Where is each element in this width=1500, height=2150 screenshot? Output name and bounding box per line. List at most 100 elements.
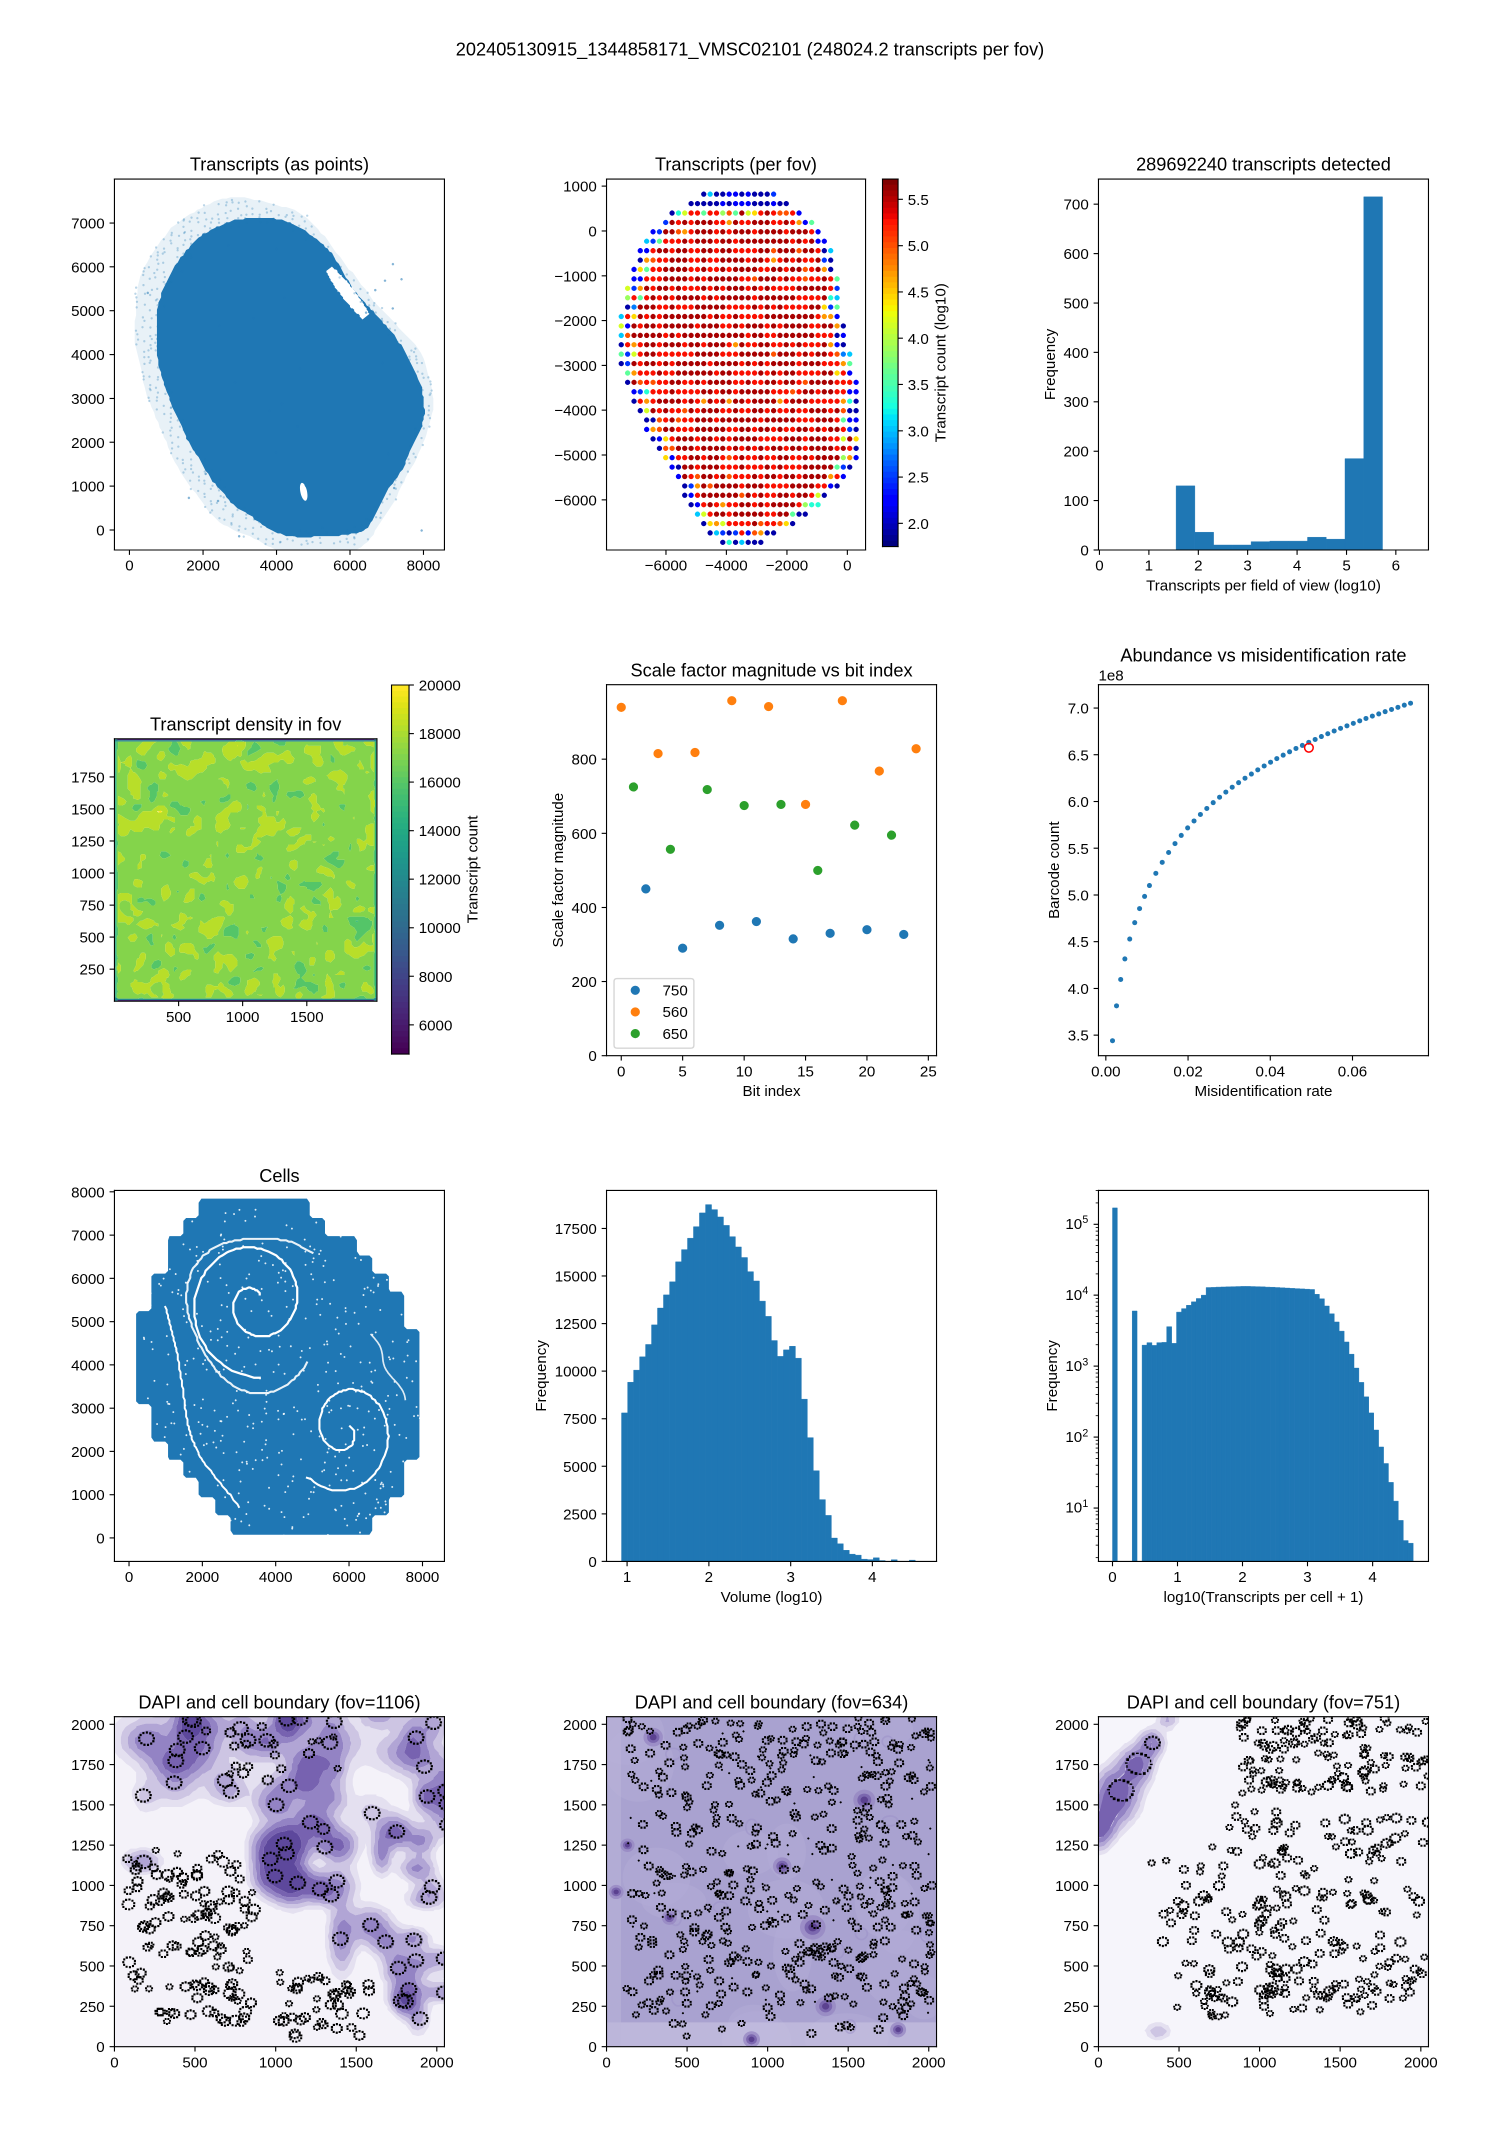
svg-text:−1000: −1000 <box>554 268 596 285</box>
svg-text:2000: 2000 <box>1404 2054 1438 2071</box>
svg-text:4.0: 4.0 <box>1068 981 1089 998</box>
svg-text:1500: 1500 <box>1055 1797 1089 1814</box>
svg-text:1500: 1500 <box>71 801 105 818</box>
svg-text:−4000: −4000 <box>554 403 596 420</box>
svg-text:Abundance vs misidentification: Abundance vs misidentification rate <box>1120 645 1406 665</box>
svg-text:DAPI and cell boundary (fov=63: DAPI and cell boundary (fov=634) <box>635 1692 908 1712</box>
svg-text:0: 0 <box>96 1530 104 1547</box>
svg-text:Bit index: Bit index <box>743 1083 801 1100</box>
svg-text:20: 20 <box>859 1063 876 1080</box>
svg-text:1: 1 <box>1173 1569 1181 1586</box>
svg-text:0: 0 <box>1108 1569 1116 1586</box>
svg-text:Scale factor magnitude vs bit: Scale factor magnitude vs bit index <box>630 660 912 680</box>
svg-text:0: 0 <box>588 2039 596 2056</box>
svg-text:0: 0 <box>1094 2054 1102 2071</box>
svg-text:1750: 1750 <box>71 1757 105 1774</box>
svg-text:Frequency: Frequency <box>533 1340 550 1412</box>
svg-text:3000: 3000 <box>71 1401 105 1418</box>
svg-text:400: 400 <box>1064 345 1089 362</box>
svg-text:0: 0 <box>96 2039 104 2056</box>
svg-text:−4000: −4000 <box>705 558 747 575</box>
svg-text:Scale factor magnitude: Scale factor magnitude <box>550 793 567 948</box>
svg-text:2500: 2500 <box>563 1506 597 1523</box>
svg-text:500: 500 <box>79 1959 104 1976</box>
svg-text:6000: 6000 <box>332 1569 366 1586</box>
svg-text:4.0: 4.0 <box>908 331 929 348</box>
svg-text:10000: 10000 <box>419 920 461 937</box>
svg-text:25: 25 <box>920 1063 937 1080</box>
svg-text:3: 3 <box>786 1569 794 1586</box>
svg-text:7000: 7000 <box>71 1228 105 1245</box>
svg-text:0: 0 <box>96 522 104 539</box>
svg-text:8000: 8000 <box>419 969 453 986</box>
svg-text:250: 250 <box>79 1999 104 2016</box>
svg-text:1000: 1000 <box>71 479 105 496</box>
svg-text:500: 500 <box>1166 2054 1191 2071</box>
svg-text:5.0: 5.0 <box>1068 887 1089 904</box>
svg-text:1500: 1500 <box>563 1797 597 1814</box>
svg-text:Frequency: Frequency <box>1042 328 1059 400</box>
svg-text:0.02: 0.02 <box>1173 1063 1202 1080</box>
svg-text:2000: 2000 <box>186 558 220 575</box>
svg-text:16000: 16000 <box>419 775 461 792</box>
svg-text:105: 105 <box>1065 1214 1088 1233</box>
svg-text:18000: 18000 <box>419 726 461 743</box>
svg-text:20000: 20000 <box>419 677 461 694</box>
svg-text:1000: 1000 <box>71 1878 105 1895</box>
svg-text:500: 500 <box>572 1959 597 1976</box>
svg-text:6000: 6000 <box>71 259 105 276</box>
svg-text:1500: 1500 <box>831 2054 865 2071</box>
svg-text:15000: 15000 <box>555 1269 597 1286</box>
svg-text:2: 2 <box>705 1569 713 1586</box>
svg-text:Transcript count: Transcript count <box>464 815 481 924</box>
svg-text:10: 10 <box>736 1063 753 1080</box>
svg-text:1000: 1000 <box>71 1487 105 1504</box>
svg-text:Transcripts (as points): Transcripts (as points) <box>190 155 369 175</box>
svg-text:5000: 5000 <box>563 1459 597 1476</box>
svg-text:1000: 1000 <box>1055 1878 1089 1895</box>
svg-text:DAPI and cell boundary (fov=75: DAPI and cell boundary (fov=751) <box>1127 1692 1400 1712</box>
svg-text:2000: 2000 <box>1055 1717 1089 1734</box>
svg-text:2000: 2000 <box>71 435 105 452</box>
svg-text:5000: 5000 <box>71 303 105 320</box>
svg-text:1000: 1000 <box>751 2054 785 2071</box>
svg-text:Volume (log10): Volume (log10) <box>721 1589 823 1606</box>
svg-text:1500: 1500 <box>290 1009 324 1026</box>
svg-text:1e8: 1e8 <box>1098 668 1123 685</box>
svg-text:3.5: 3.5 <box>908 377 929 394</box>
svg-text:102: 102 <box>1065 1427 1088 1446</box>
svg-text:8000: 8000 <box>71 1184 105 1201</box>
svg-text:2000: 2000 <box>563 1717 597 1734</box>
svg-text:Transcript density in fov: Transcript density in fov <box>150 714 342 734</box>
svg-text:750: 750 <box>1064 1918 1089 1935</box>
svg-text:1000: 1000 <box>226 1009 260 1026</box>
svg-text:12500: 12500 <box>555 1316 597 1333</box>
svg-text:1000: 1000 <box>1243 2054 1277 2071</box>
svg-text:5: 5 <box>1342 558 1350 575</box>
svg-text:500: 500 <box>182 2054 207 2071</box>
svg-text:Barcode count: Barcode count <box>1046 821 1063 919</box>
svg-text:750: 750 <box>79 898 104 915</box>
svg-text:1250: 1250 <box>563 1838 597 1855</box>
svg-text:750: 750 <box>663 983 688 1000</box>
svg-text:0: 0 <box>588 1048 596 1065</box>
svg-text:0: 0 <box>1080 542 1088 559</box>
svg-text:0.06: 0.06 <box>1338 1063 1367 1080</box>
svg-text:2000: 2000 <box>71 1717 105 1734</box>
svg-text:5.5: 5.5 <box>1068 841 1089 858</box>
svg-text:−2000: −2000 <box>766 558 808 575</box>
svg-text:500: 500 <box>674 2054 699 2071</box>
svg-text:1: 1 <box>623 1569 631 1586</box>
svg-text:8000: 8000 <box>406 1569 440 1586</box>
svg-text:3: 3 <box>1303 1569 1311 1586</box>
svg-text:1000: 1000 <box>563 179 597 196</box>
svg-text:7500: 7500 <box>563 1411 597 1428</box>
svg-text:5.0: 5.0 <box>908 238 929 255</box>
svg-text:600: 600 <box>1064 246 1089 263</box>
svg-text:750: 750 <box>572 1918 597 1935</box>
svg-text:5000: 5000 <box>71 1314 105 1331</box>
svg-text:2000: 2000 <box>186 1569 220 1586</box>
svg-text:5.5: 5.5 <box>908 192 929 209</box>
svg-text:250: 250 <box>1064 1999 1089 2016</box>
svg-text:14000: 14000 <box>419 823 461 840</box>
